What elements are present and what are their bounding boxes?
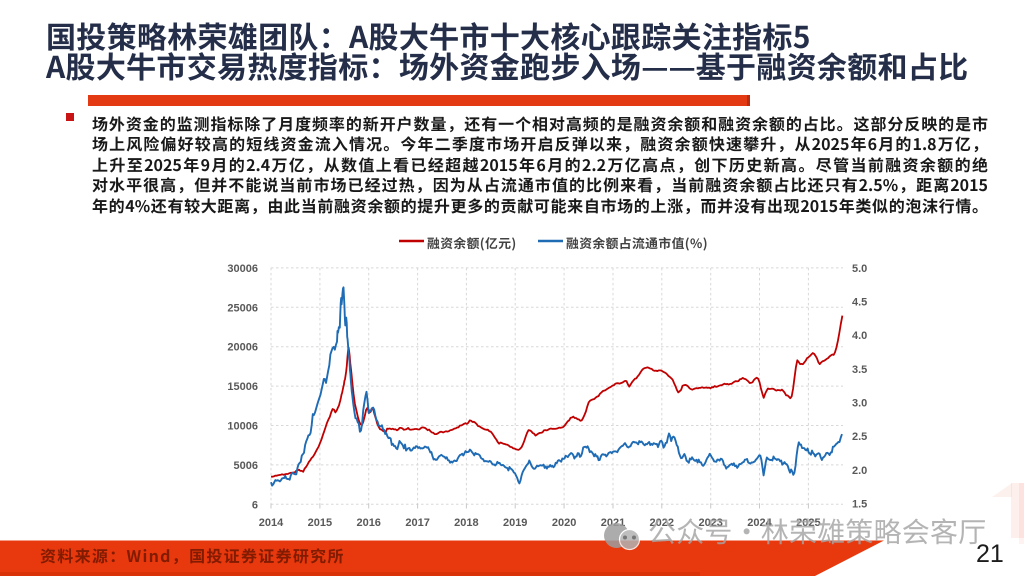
svg-text:4.5: 4.5 [852,297,867,309]
svg-text:2025: 2025 [796,517,820,529]
svg-text:2014: 2014 [259,517,284,529]
svg-text:2019: 2019 [503,517,527,529]
svg-text:5006: 5006 [234,460,258,472]
svg-text:2.0: 2.0 [852,465,867,477]
svg-text:2016: 2016 [356,517,380,529]
svg-text:10006: 10006 [227,421,258,433]
svg-text:30006: 30006 [227,263,258,275]
svg-text:2015: 2015 [308,517,332,529]
svg-text:3.0: 3.0 [852,398,867,410]
svg-text:6: 6 [252,499,258,511]
svg-text:5.0: 5.0 [852,263,867,275]
svg-text:4.0: 4.0 [852,330,867,342]
svg-text:3.5: 3.5 [852,364,867,376]
svg-text:2024: 2024 [747,517,772,529]
svg-text:2018: 2018 [454,517,478,529]
svg-text:25006: 25006 [227,302,258,314]
svg-text:2.5: 2.5 [852,431,867,443]
svg-text:2020: 2020 [552,517,576,529]
svg-text:2017: 2017 [405,517,429,529]
svg-text:20006: 20006 [227,342,258,354]
svg-text:2022: 2022 [650,517,674,529]
svg-text:15006: 15006 [227,381,258,393]
svg-text:1.5: 1.5 [852,499,867,511]
svg-text:2023: 2023 [698,517,722,529]
